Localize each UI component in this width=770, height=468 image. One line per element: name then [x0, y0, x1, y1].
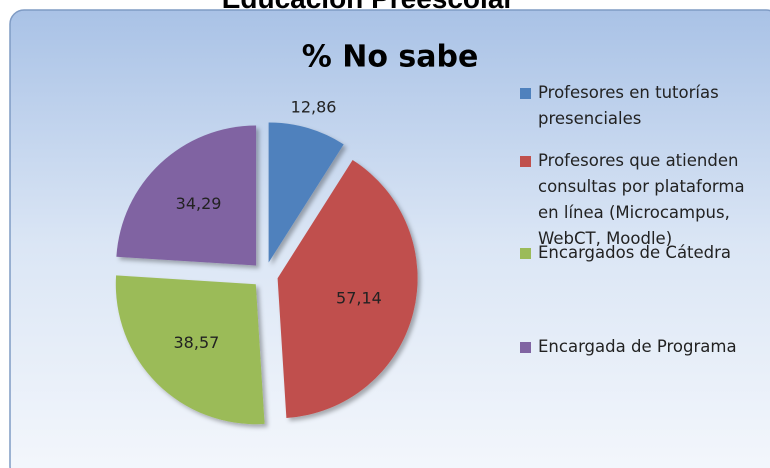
legend-entry: Encargados de Cátedra — [520, 240, 765, 266]
data-label: 57,14 — [336, 289, 382, 308]
legend-label: Profesores que atienden consultas por pl… — [538, 151, 745, 248]
legend-swatch — [520, 88, 531, 99]
legend-label: Profesores en tutorías presenciales — [538, 83, 719, 128]
page-title: Educación Preescolar — [222, 0, 515, 14]
legend-entry: Profesores en tutorías presenciales — [520, 80, 765, 132]
pie-slice — [268, 122, 344, 263]
legend-entry: Encargada de Programa — [520, 334, 765, 360]
legend-label: Encargados de Cátedra — [538, 243, 732, 262]
legend-swatch — [520, 156, 531, 167]
legend-label: Encargada de Programa — [538, 337, 737, 356]
chart-title: % No sabe — [302, 40, 479, 75]
legend-swatch — [520, 342, 531, 353]
legend-entry: Profesores que atienden consultas por pl… — [520, 148, 765, 252]
data-label: 12,86 — [291, 97, 337, 116]
legend-swatch — [520, 248, 531, 259]
data-label: 34,29 — [176, 194, 222, 213]
pie-slice — [116, 125, 257, 266]
pie-slice — [115, 275, 265, 425]
pie-slice — [277, 160, 418, 418]
data-label: 38,57 — [174, 333, 220, 352]
